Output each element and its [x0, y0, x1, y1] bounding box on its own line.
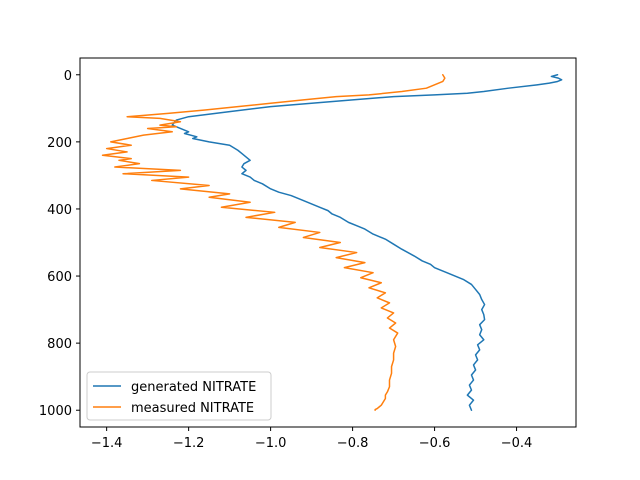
series-lines [101, 74, 563, 411]
series-line-generated [171, 74, 563, 411]
x-axis: −1.4 −1.2 −1.0 −0.8 −0.6 −0.4 [91, 427, 532, 451]
legend: generated NITRATE measured NITRATE [86, 371, 272, 421]
plot-frame [79, 57, 577, 428]
legend-box [86, 371, 272, 421]
y-tick-label: 200 [47, 136, 72, 151]
legend-label-measured: measured NITRATE [131, 401, 254, 416]
x-tick-label: −1.4 [91, 436, 123, 451]
y-axis: 0 200 400 600 800 1000 [39, 69, 80, 419]
y-tick-label: 0 [64, 69, 72, 84]
x-tick-label: −0.8 [337, 436, 369, 451]
y-tick-label: 1000 [39, 404, 72, 419]
x-tick-label: −0.6 [419, 436, 451, 451]
legend-label-generated: generated NITRATE [131, 380, 256, 395]
y-tick-label: 400 [47, 203, 72, 218]
y-tick-label: 800 [47, 337, 72, 352]
x-tick-label: −1.0 [255, 436, 287, 451]
x-tick-label: −0.4 [501, 436, 533, 451]
x-tick-label: −1.2 [173, 436, 205, 451]
y-tick-label: 600 [47, 270, 72, 285]
series-line-measured [101, 74, 446, 411]
